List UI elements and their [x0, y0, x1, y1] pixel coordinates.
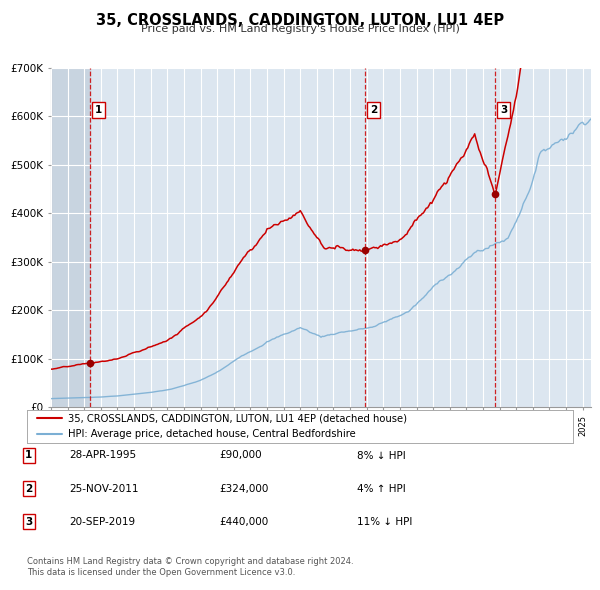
Text: £90,000: £90,000: [219, 451, 262, 460]
Text: HPI: Average price, detached house, Central Bedfordshire: HPI: Average price, detached house, Cent…: [68, 430, 356, 440]
Text: 3: 3: [500, 105, 507, 115]
Text: 8% ↓ HPI: 8% ↓ HPI: [357, 451, 406, 460]
Text: 2: 2: [370, 105, 377, 115]
Bar: [51, 68, 89, 407]
Text: 1: 1: [95, 105, 102, 115]
Text: This data is licensed under the Open Government Licence v3.0.: This data is licensed under the Open Gov…: [27, 568, 295, 577]
Text: £324,000: £324,000: [219, 484, 268, 493]
Text: 25-NOV-2011: 25-NOV-2011: [69, 484, 139, 493]
Text: £440,000: £440,000: [219, 517, 268, 526]
Text: 35, CROSSLANDS, CADDINGTON, LUTON, LU1 4EP: 35, CROSSLANDS, CADDINGTON, LUTON, LU1 4…: [96, 13, 504, 28]
Text: 1: 1: [25, 451, 32, 460]
Text: 35, CROSSLANDS, CADDINGTON, LUTON, LU1 4EP (detached house): 35, CROSSLANDS, CADDINGTON, LUTON, LU1 4…: [68, 413, 407, 423]
Text: 2: 2: [25, 484, 32, 493]
Text: 3: 3: [25, 517, 32, 526]
Text: 11% ↓ HPI: 11% ↓ HPI: [357, 517, 412, 526]
Text: Contains HM Land Registry data © Crown copyright and database right 2024.: Contains HM Land Registry data © Crown c…: [27, 558, 353, 566]
Text: 4% ↑ HPI: 4% ↑ HPI: [357, 484, 406, 493]
Text: 20-SEP-2019: 20-SEP-2019: [69, 517, 135, 526]
Text: Price paid vs. HM Land Registry's House Price Index (HPI): Price paid vs. HM Land Registry's House …: [140, 24, 460, 34]
Text: 28-APR-1995: 28-APR-1995: [69, 451, 136, 460]
Bar: [51, 68, 89, 407]
